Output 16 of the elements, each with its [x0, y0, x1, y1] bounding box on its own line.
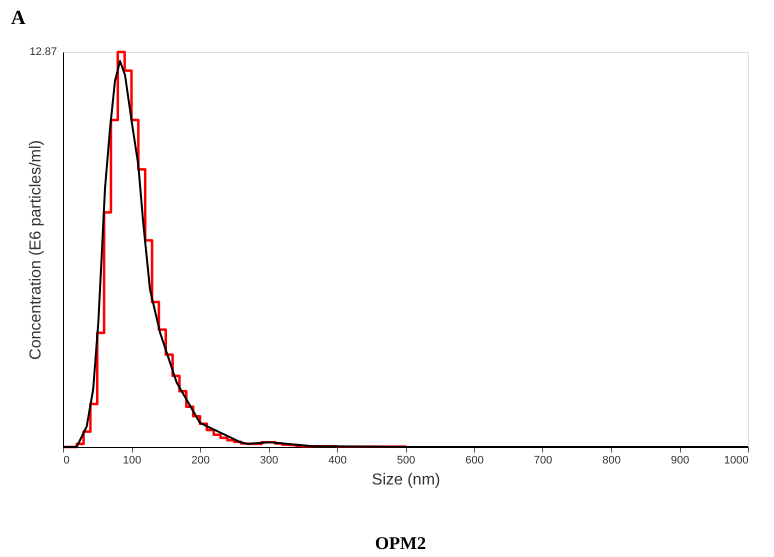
- x-tick-label: 700: [534, 454, 552, 466]
- x-tick-label: 300: [260, 454, 278, 466]
- x-tick-label: 600: [465, 454, 484, 466]
- text: 12.87: [29, 46, 57, 58]
- x-tick-label: 0: [64, 454, 70, 466]
- x-tick-label: 900: [670, 454, 690, 466]
- x-tick-label: 200: [191, 454, 210, 466]
- text: OPM2: [375, 533, 426, 553]
- y-axis-title: Concentration (E6 particles/ml): [28, 140, 44, 360]
- x-axis-title: Size (nm): [372, 472, 440, 488]
- x-tick-label: 100: [122, 454, 142, 466]
- x-tick-label: 800: [602, 454, 621, 466]
- x-tick-label: 1000: [724, 454, 748, 466]
- chart-title: A: [11, 7, 26, 29]
- x-tick-label: 400: [328, 454, 347, 466]
- x-tick-label: 500: [396, 454, 416, 466]
